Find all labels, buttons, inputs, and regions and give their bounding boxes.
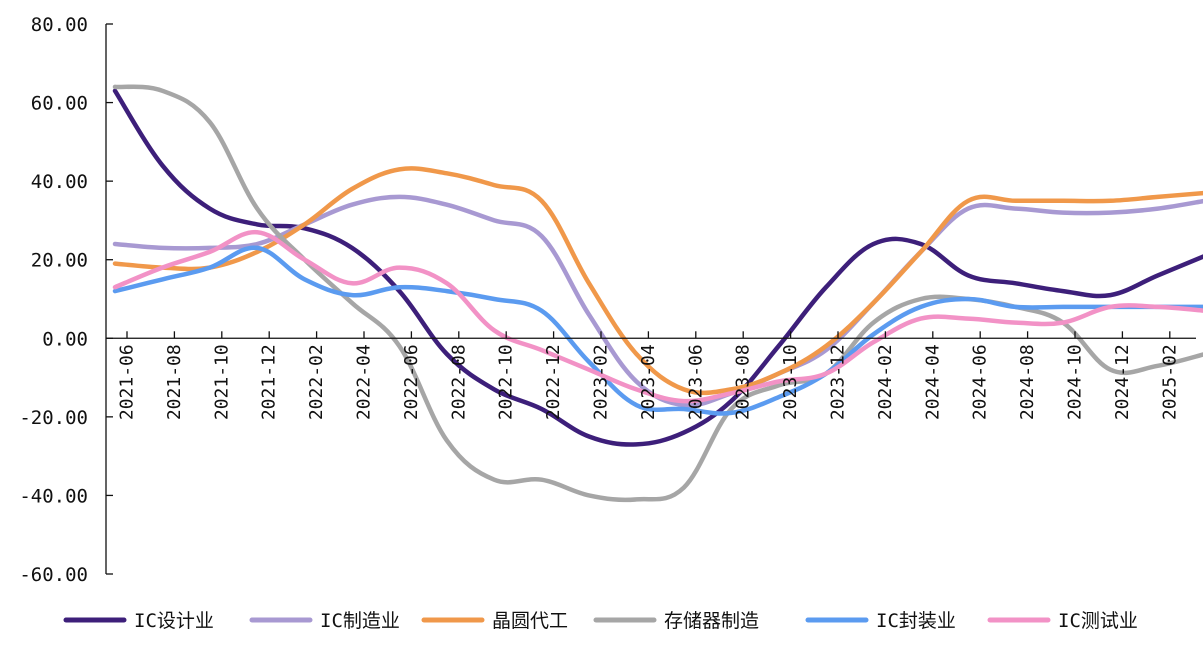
y-tick-label: -60.00 xyxy=(19,564,88,586)
x-tick-label: 2022-12 xyxy=(543,344,564,420)
x-tick-label: 2023-02 xyxy=(591,344,612,420)
x-tick-label: 2024-08 xyxy=(1017,344,1038,420)
x-tick-label: 2023-10 xyxy=(780,344,801,420)
x-tick-label: 2023-04 xyxy=(638,344,659,420)
x-tick-label: 2022-10 xyxy=(496,344,517,420)
axes xyxy=(105,24,1196,574)
x-tick-label: 2024-02 xyxy=(875,344,896,420)
legend-label-0: IC设计业 xyxy=(134,610,214,632)
legend-label-5: IC测试业 xyxy=(1058,610,1138,632)
legend: IC设计业 IC制造业 晶圆代工 存储器制造 IC封装业 IC测试业 xyxy=(63,610,1138,632)
x-tick-label: 2022-08 xyxy=(448,344,469,420)
x-tick-label: 2024-06 xyxy=(970,344,991,420)
x-tick-label: 2024-10 xyxy=(1065,344,1086,420)
y-tick-label: -40.00 xyxy=(19,485,88,507)
x-tick-label: 2025-02 xyxy=(1159,344,1180,420)
y-axis-ticks: 80.00 60.00 40.00 20.00 0.00 -20.00 -40.00 -60.… xyxy=(19,14,113,586)
x-tick-label: 2024-04 xyxy=(922,344,943,420)
x-tick-label: 2023-08 xyxy=(733,344,754,420)
y-tick-label: 20.00 xyxy=(31,250,88,272)
x-tick-label: 2022-02 xyxy=(306,344,327,420)
x-tick-label: 2024-12 xyxy=(1112,344,1133,420)
legend-label-2: 晶圆代工 xyxy=(492,610,568,632)
series-line-3 xyxy=(112,84,1203,503)
x-tick-label: 2023-06 xyxy=(685,344,706,420)
series-layer xyxy=(112,84,1203,503)
series-line-5 xyxy=(112,229,1203,404)
y-tick-label: 40.00 xyxy=(31,171,88,193)
series-line-0 xyxy=(112,88,1203,447)
x-tick-label: 2022-06 xyxy=(401,344,422,420)
series-line-2 xyxy=(112,166,1203,396)
legend-label-4: IC封装业 xyxy=(876,610,956,632)
x-axis-ticks: 2021-06 2021-08 2021-10 2021-12 2022-02 2022-… xyxy=(117,331,1180,420)
legend-label-3: 存储器制造 xyxy=(664,610,759,632)
legend-label-1: IC制造业 xyxy=(320,610,400,632)
x-tick-label: 2021-12 xyxy=(259,344,280,420)
y-tick-label: -20.00 xyxy=(19,407,88,429)
y-tick-label: 60.00 xyxy=(31,93,88,115)
x-tick-label: 2021-08 xyxy=(164,344,185,420)
series-line-4 xyxy=(112,245,1203,416)
x-tick-label: 2022-04 xyxy=(354,344,375,420)
y-tick-label: 80.00 xyxy=(31,14,88,36)
y-tick-label: 0.00 xyxy=(42,328,88,350)
x-tick-label: 2021-06 xyxy=(117,344,138,420)
x-tick-label: 2021-10 xyxy=(211,344,232,420)
x-tick-label: 2023-12 xyxy=(828,344,849,420)
